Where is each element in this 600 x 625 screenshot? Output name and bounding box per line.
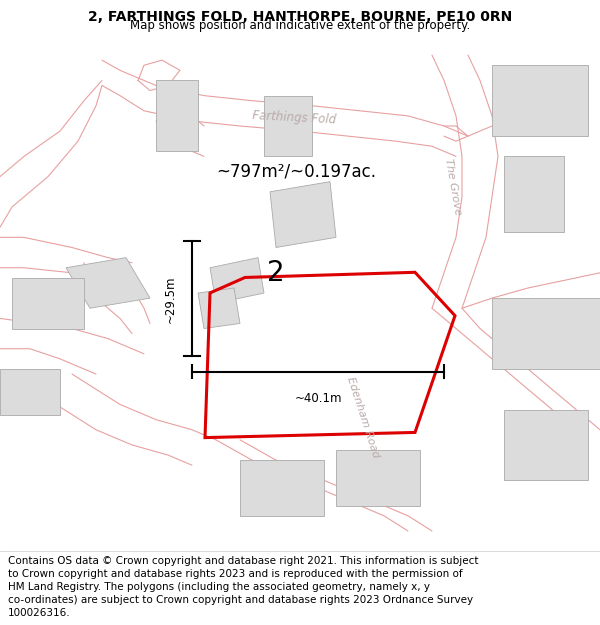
- Text: 2: 2: [267, 259, 285, 287]
- Text: ~29.5m: ~29.5m: [164, 275, 177, 322]
- Polygon shape: [66, 258, 150, 308]
- Text: ~797m²/~0.197ac.: ~797m²/~0.197ac.: [216, 162, 376, 181]
- Text: to Crown copyright and database rights 2023 and is reproduced with the permissio: to Crown copyright and database rights 2…: [8, 569, 463, 579]
- Text: Farthings Fold: Farthings Fold: [252, 109, 336, 126]
- Text: HM Land Registry. The polygons (including the associated geometry, namely x, y: HM Land Registry. The polygons (includin…: [8, 582, 430, 592]
- Text: ~40.1m: ~40.1m: [294, 392, 342, 405]
- Polygon shape: [198, 288, 240, 329]
- Polygon shape: [240, 460, 324, 516]
- Text: Map shows position and indicative extent of the property.: Map shows position and indicative extent…: [130, 19, 470, 31]
- Polygon shape: [270, 182, 336, 248]
- Polygon shape: [492, 65, 588, 136]
- Polygon shape: [12, 278, 84, 329]
- Polygon shape: [156, 81, 198, 151]
- Text: Contains OS data © Crown copyright and database right 2021. This information is : Contains OS data © Crown copyright and d…: [8, 556, 478, 566]
- Text: 100026316.: 100026316.: [8, 608, 70, 618]
- Polygon shape: [336, 450, 420, 506]
- Polygon shape: [492, 298, 600, 369]
- Text: Edenham Road: Edenham Road: [345, 375, 381, 459]
- Polygon shape: [0, 369, 60, 414]
- Polygon shape: [210, 258, 264, 303]
- Polygon shape: [264, 96, 312, 156]
- Text: The Grove: The Grove: [443, 158, 463, 216]
- Text: co-ordinates) are subject to Crown copyright and database rights 2023 Ordnance S: co-ordinates) are subject to Crown copyr…: [8, 595, 473, 605]
- Polygon shape: [504, 156, 564, 232]
- Text: 2, FARTHINGS FOLD, HANTHORPE, BOURNE, PE10 0RN: 2, FARTHINGS FOLD, HANTHORPE, BOURNE, PE…: [88, 10, 512, 24]
- Polygon shape: [504, 409, 588, 481]
